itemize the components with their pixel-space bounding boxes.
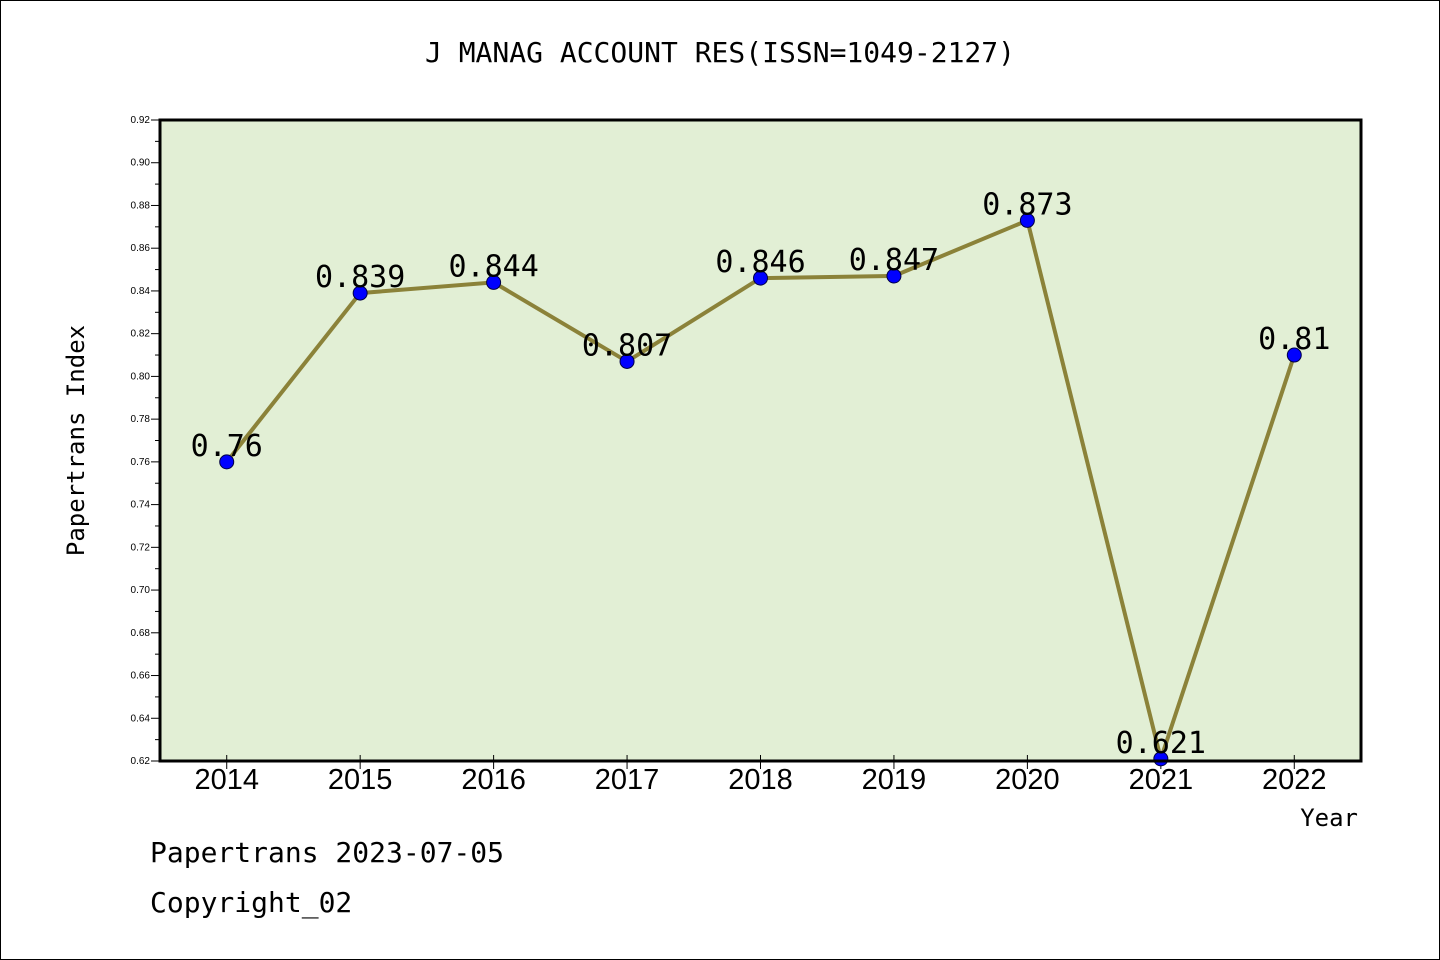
- y-tick-label: 0.78: [131, 414, 151, 425]
- data-label-2016: 0.844: [448, 249, 538, 284]
- footer-copyright: Copyright_02: [150, 886, 353, 919]
- data-point-2017: [619, 353, 635, 369]
- data-point-2020: [1019, 212, 1035, 228]
- data-point-2022: [1286, 347, 1302, 363]
- footer-source-date: Papertrans 2023-07-05: [150, 836, 505, 869]
- x-tick-label: 2018: [728, 764, 793, 796]
- x-tick-label: 2020: [995, 764, 1060, 796]
- x-axis-label: Year: [1300, 804, 1358, 832]
- data-point-2015: [352, 285, 368, 301]
- y-tick-label: 0.90: [131, 158, 151, 169]
- x-tick-label: 2022: [1262, 764, 1327, 796]
- x-tick-label: 2017: [595, 764, 660, 796]
- data-point-2014: [219, 454, 235, 470]
- y-tick-label: 0.84: [131, 286, 151, 297]
- y-tick-label: 0.88: [131, 200, 151, 211]
- data-label-2022: 0.81: [1258, 322, 1330, 357]
- x-tick-label: 2016: [461, 764, 526, 796]
- data-label-2017: 0.807: [582, 328, 672, 363]
- data-label-2021: 0.621: [1116, 726, 1206, 761]
- y-tick-label: 0.86: [131, 243, 151, 254]
- data-label-2015: 0.839: [315, 260, 405, 295]
- x-tick-label: 2015: [328, 764, 393, 796]
- y-tick-label: 0.80: [131, 371, 151, 382]
- y-tick-label: 0.64: [131, 713, 151, 724]
- y-tick-label: 0.74: [131, 500, 151, 511]
- x-tick-label: 2021: [1129, 764, 1194, 796]
- data-label-2020: 0.873: [982, 187, 1072, 222]
- chart-title: J MANAG ACCOUNT RES(ISSN=1049-2127): [424, 36, 1015, 69]
- y-tick-label: 0.70: [131, 585, 151, 596]
- y-axis: 0.62 0.64 0.66 0.68 0.70 0.72 0.74 0.76 0.78 0.80…: [131, 115, 160, 767]
- y-tick-label: 0.72: [131, 542, 151, 553]
- y-tick-label: 0.92: [131, 115, 151, 126]
- x-axis: 2014 2015 2016 2017 2018 2019 2020 2021 2022: [194, 755, 1327, 796]
- y-tick-label: 0.82: [131, 329, 151, 340]
- data-label-2014: 0.76: [191, 429, 263, 464]
- x-tick-label: 2014: [194, 764, 259, 796]
- data-labels: 0.76 0.839 0.844 0.807 0.846 0.847 0.873 0.621 0…: [191, 187, 1331, 760]
- y-axis-label: Papertrans Index: [62, 325, 90, 556]
- data-point-2019: [886, 268, 902, 284]
- x-tick-label: 2019: [862, 764, 927, 796]
- plot-area: [160, 120, 1361, 761]
- y-tick-label: 0.76: [131, 457, 151, 468]
- plot-border: [158, 118, 1363, 763]
- data-label-2019: 0.847: [849, 243, 939, 278]
- data-label-2018: 0.846: [715, 245, 805, 280]
- data-point-2018: [753, 270, 768, 286]
- y-tick-label: 0.68: [131, 628, 151, 639]
- y-tick-label: 0.66: [131, 671, 151, 682]
- y-tick-label: 0.62: [131, 756, 151, 767]
- data-point-2016: [486, 274, 502, 290]
